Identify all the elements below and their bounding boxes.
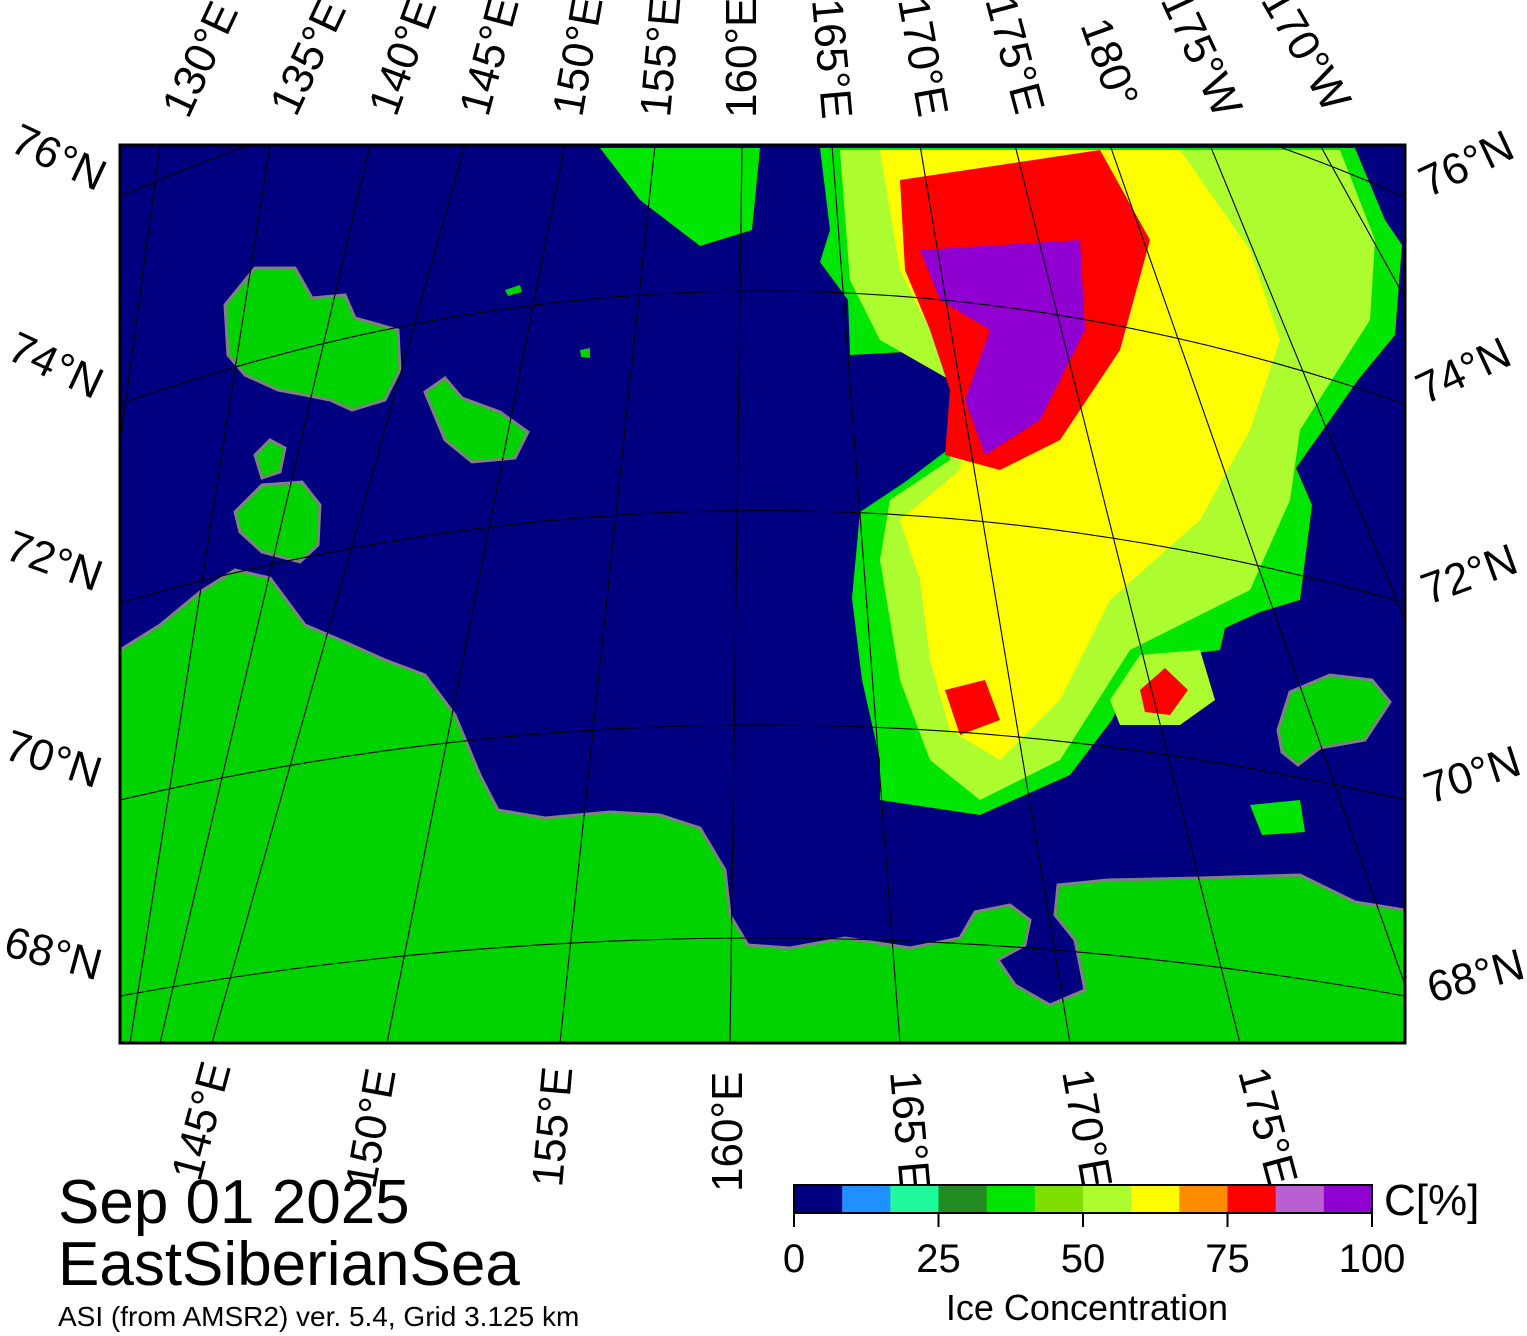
top-lon-label: 170°W [1251, 0, 1360, 120]
ice-patch-southeast-core [1140, 668, 1188, 715]
meridian-145e [211, 145, 466, 1043]
colorbar-tick-label: 50 [1061, 1237, 1106, 1281]
colorbar-swatches [794, 1185, 1373, 1213]
bottom-lon-label: 175°E [1228, 1062, 1306, 1191]
colorbar-ticks [793, 1213, 1373, 1227]
colorbar-swatch [794, 1185, 843, 1213]
mainland-siberia [120, 568, 1405, 1043]
map-frame [118, 143, 1407, 1045]
colorbar-tick-label: 75 [1205, 1237, 1250, 1281]
source-caption: ASI (from AMSR2) ver. 5.4, Grid 3.125 km [58, 1301, 580, 1332]
bottom-longitude-labels: 145°E 150°E 155°E 160°E 165°E 170°E 175°… [162, 1057, 1306, 1193]
bottom-lon-label: 145°E [162, 1057, 240, 1186]
right-lat-label: 74°N [1409, 328, 1519, 414]
sea-ice-field [600, 148, 1402, 835]
meridian-170e [919, 145, 1071, 1043]
bottom-lon-label: 160°E [703, 1072, 752, 1192]
wrangel-island [1276, 673, 1392, 767]
meridian-155e [559, 145, 656, 1043]
colorbar-swatch [1083, 1185, 1132, 1213]
ice-patch-south [945, 680, 1000, 735]
colorbar-swatch [986, 1185, 1036, 1213]
top-lon-label: 140°E [359, 0, 446, 121]
top-lon-label: 145°E [450, 0, 528, 121]
top-lon-label: 175°E [975, 0, 1053, 119]
new-siberia-island [423, 375, 530, 464]
top-lon-label: 160°E [717, 0, 766, 118]
top-lon-label: 175°W [1151, 0, 1252, 125]
bottom-lon-label: 170°E [1052, 1065, 1121, 1192]
top-lon-label: 155°E [631, 0, 690, 119]
meridian-175w [1209, 145, 1405, 621]
top-lon-label: 165°E [802, 0, 861, 121]
vilkitsky-islet [580, 348, 590, 358]
top-lon-label: 180° [1071, 12, 1148, 114]
meridian-150e [386, 145, 566, 1043]
parallel-68n [120, 937, 1405, 997]
colorbar-swatch [1323, 1185, 1373, 1213]
colorbar-swatch [1275, 1185, 1325, 1213]
colorbar-tick-label: 100 [1339, 1237, 1406, 1281]
meridian-170w [1319, 145, 1405, 299]
ice-zone-max [920, 240, 1085, 455]
left-latitude-labels: 76°N 74°N 72°N 70°N 68°N [0, 115, 114, 990]
kotelny-island [223, 266, 402, 412]
top-lon-label: 130°E [153, 0, 248, 124]
zhokhov-islet [505, 285, 522, 296]
meridian-175e [1014, 145, 1241, 1043]
colorbar-swatch [1034, 1185, 1084, 1213]
right-latitude-labels: 76°N 74°N 72°N 70°N 68°N [1409, 121, 1527, 1013]
top-longitude-labels: 130°E 135°E 140°E 145°E 150°E 155°E 160°… [153, 0, 1361, 125]
bolshoy-lyakhovsky-island [233, 480, 322, 564]
left-lat-label: 74°N [1, 323, 111, 409]
maly-lyakhovsky-island [253, 438, 287, 480]
meridian-180 [1109, 145, 1405, 986]
colorbar-unit: C[%] [1384, 1176, 1479, 1225]
ice-floe-east [1250, 800, 1305, 835]
colorbar-swatch [1179, 1185, 1229, 1213]
parallel-72n [120, 510, 1405, 604]
parallel-74n [120, 290, 1405, 405]
top-lon-label: 170°E [888, 0, 957, 120]
left-lat-label: 70°N [0, 721, 108, 798]
left-lat-label: 76°N [4, 115, 114, 201]
colorbar-swatch [842, 1185, 891, 1213]
right-lat-label: 72°N [1415, 535, 1524, 615]
right-lat-label: 68°N [1422, 940, 1527, 1013]
bottom-lon-label: 155°E [523, 1065, 582, 1189]
bottom-lon-label: 165°E [880, 1069, 939, 1193]
colorbar-swatch [1227, 1185, 1277, 1213]
colorbar-swatch [890, 1185, 940, 1213]
colorbar-swatch [938, 1185, 988, 1213]
region-caption: EastSiberianSea [58, 1230, 520, 1299]
meridian-140e [159, 145, 371, 1043]
meridian-130e [120, 145, 161, 449]
parallel-70n [120, 724, 1405, 801]
date-caption: Sep 01 2025 [58, 1168, 410, 1237]
right-lat-label: 76°N [1412, 121, 1522, 207]
left-lat-label: 72°N [0, 521, 109, 601]
meridian-160e [729, 145, 743, 1043]
top-lon-label: 150°E [544, 0, 613, 120]
colorbar-tick-label: 0 [783, 1237, 805, 1281]
colorbar-tick-label: 25 [916, 1237, 961, 1281]
top-lon-label: 135°E [261, 0, 356, 122]
meridian-135e [129, 145, 271, 1043]
meridian-165e [831, 145, 901, 1043]
colorbar: C[%] 0 25 50 75 100 Ice Concentration [783, 1176, 1479, 1328]
land-masses [120, 266, 1405, 1043]
colorbar-title: Ice Concentration [946, 1287, 1228, 1328]
graticule [120, 145, 1405, 1043]
colorbar-swatch [1131, 1185, 1180, 1213]
right-lat-label: 70°N [1418, 737, 1527, 814]
left-lat-label: 68°N [0, 917, 107, 990]
